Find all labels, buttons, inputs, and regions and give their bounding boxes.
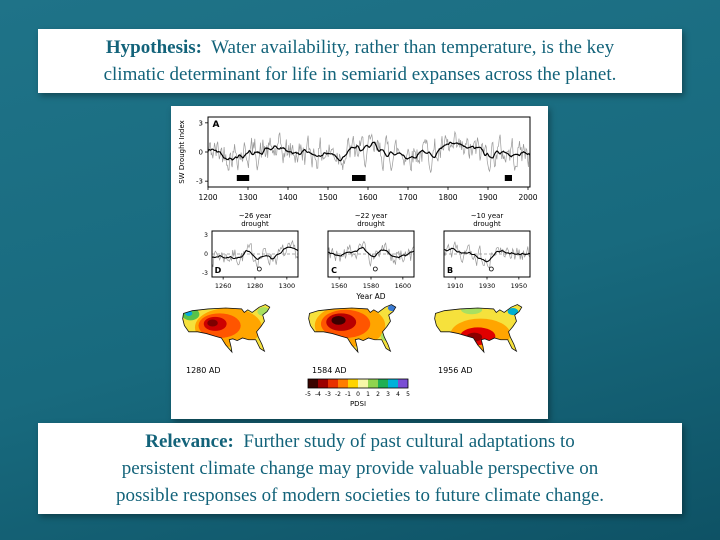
subpanel-smoothed-line (211, 246, 299, 261)
colorbar-tick-label: 4 (396, 391, 400, 398)
colorbar-tick-label: -2 (335, 391, 341, 398)
colorbar-tick-label: -3 (325, 391, 331, 398)
subpanel-annotation-line1: ~26 year (239, 212, 272, 220)
y-tick-label: 0 (199, 149, 203, 157)
map-1280ad (182, 304, 271, 353)
map-label-1956ad: 1956 AD (438, 366, 473, 375)
drought-figure-panel: 1200 1300 1400 1500 1600 1700 1800 1900 2000 3 0 -3… (171, 106, 548, 419)
drought-marker (488, 266, 494, 272)
x-tick-label: 1560 (331, 282, 348, 290)
y-tick-label: 3 (204, 232, 208, 239)
map-label-1280ad: 1280 AD (186, 366, 221, 375)
x-tick-label: 1300 (238, 193, 257, 202)
hypothesis-line-1: Hypothesis: Water availability, rather t… (46, 34, 674, 61)
colorbar-tick-label: 5 (406, 391, 410, 398)
x-tick-label: 1700 (398, 193, 417, 202)
map-label-1584ad: 1584 AD (312, 366, 347, 375)
y-tick-label: 3 (199, 119, 203, 127)
subpanel-annotation-line1: ~10 year (471, 212, 504, 220)
colorbar-segment (398, 379, 408, 388)
relevance-line-1: Relevance: Further study of past cultura… (46, 428, 674, 455)
colorbar-tick-label: -5 (305, 391, 311, 398)
colorbar-tick-label: 3 (386, 391, 390, 398)
subpanel-annual-line (211, 239, 299, 269)
x-tick-label: 2000 (518, 193, 537, 202)
x-tick-label: 1950 (511, 282, 528, 290)
colorbar-segment (378, 379, 388, 388)
panel-letter: B (447, 266, 453, 275)
x-tick-label: 1500 (318, 193, 337, 202)
relevance-line-3: possible responses of modern societies t… (115, 485, 605, 506)
colorbar-segment (388, 379, 398, 388)
subpanel-annual-line (327, 240, 415, 267)
colorbar-segment (368, 379, 378, 388)
megadrought-bar (236, 175, 250, 181)
colorbar-tick-label: 1 (366, 391, 370, 398)
subpanel-annotation-line2: drought (357, 220, 385, 228)
hypothesis-line-2: climatic determinant for life in semiari… (103, 64, 617, 85)
y-tick-label: -3 (196, 178, 203, 186)
colorbar-segment (358, 379, 368, 388)
colorbar-tick-label: 0 (356, 391, 360, 398)
x-tick-label: 1800 (438, 193, 457, 202)
x-tick-label: 1910 (447, 282, 464, 290)
hypothesis-text-1: Water availability, rather than temperat… (201, 37, 615, 58)
relevance-label: Relevance: (145, 431, 234, 452)
colorbar-segment (348, 379, 358, 388)
subpanel-smoothed-line (327, 246, 415, 259)
drought-index-smoothed-line (207, 141, 531, 162)
x-tick-label: 1200 (198, 193, 217, 202)
subpanel-annotation-line2: drought (241, 220, 269, 228)
pdsi-colorbar: -5 -4 -3 -2 -1 0 1 2 3 4 5 PDSI (305, 378, 410, 408)
megadrought-bar (504, 175, 512, 181)
colorbar-frame (307, 378, 409, 389)
x-tick-label: 1580 (363, 282, 380, 290)
x-tick-label: 1900 (478, 193, 497, 202)
relevance-textbox: Relevance: Further study of past cultura… (38, 423, 682, 514)
subpanel-annotation-line2: drought (473, 220, 501, 228)
x-tick-label: 1260 (215, 282, 232, 290)
colorbar-segment (338, 379, 348, 388)
map-1956ad (434, 304, 523, 353)
timeseries-panel-a: 1200 1300 1400 1500 1600 1700 1800 1900 2000 3 0 -3… (178, 116, 538, 202)
colorbar-segment (328, 379, 338, 388)
y-tick-label: -3 (202, 270, 208, 277)
y-axis-label: SW Drought Index (178, 120, 186, 184)
x-tick-label: 1400 (278, 193, 297, 202)
relevance-line-2: persistent climate change may provide va… (121, 458, 599, 479)
colorbar-label: PDSI (350, 400, 366, 408)
drought-marker (372, 266, 378, 272)
drought-marker (256, 266, 262, 272)
megadrought-bar (352, 175, 366, 181)
panel-letter-a: A (213, 120, 220, 130)
subpanel-smoothed-line (444, 247, 531, 263)
colorbar-tick-label: -4 (315, 391, 321, 398)
x-tick-label: 1930 (479, 282, 496, 290)
panel-letter: D (215, 266, 222, 275)
x-tick-label: 1300 (279, 282, 296, 290)
relevance-text-1: Further study of past cultural adaptatio… (233, 431, 575, 452)
colorbar-segment (308, 379, 318, 388)
x-tick-label: 1600 (358, 193, 377, 202)
x-tick-label: 1600 (395, 282, 412, 290)
map-1584ad (308, 304, 397, 353)
hypothesis-label: Hypothesis: (105, 37, 202, 58)
y-tick-label: 0 (204, 251, 208, 258)
panel-letter: C (331, 266, 337, 275)
hypothesis-textbox: Hypothesis: Water availability, rather t… (38, 29, 682, 93)
x-axis-label: Year AD (355, 292, 385, 301)
colorbar-segment (318, 379, 328, 388)
subpanel-annotation-line1: ~22 year (355, 212, 388, 220)
x-tick-label: 1280 (247, 282, 264, 290)
colorbar-tick-label: -1 (345, 391, 351, 398)
colorbar-tick-label: 2 (376, 391, 380, 398)
drought-figure: 1200 1300 1400 1500 1600 1700 1800 1900 200030-3… (178, 116, 538, 408)
